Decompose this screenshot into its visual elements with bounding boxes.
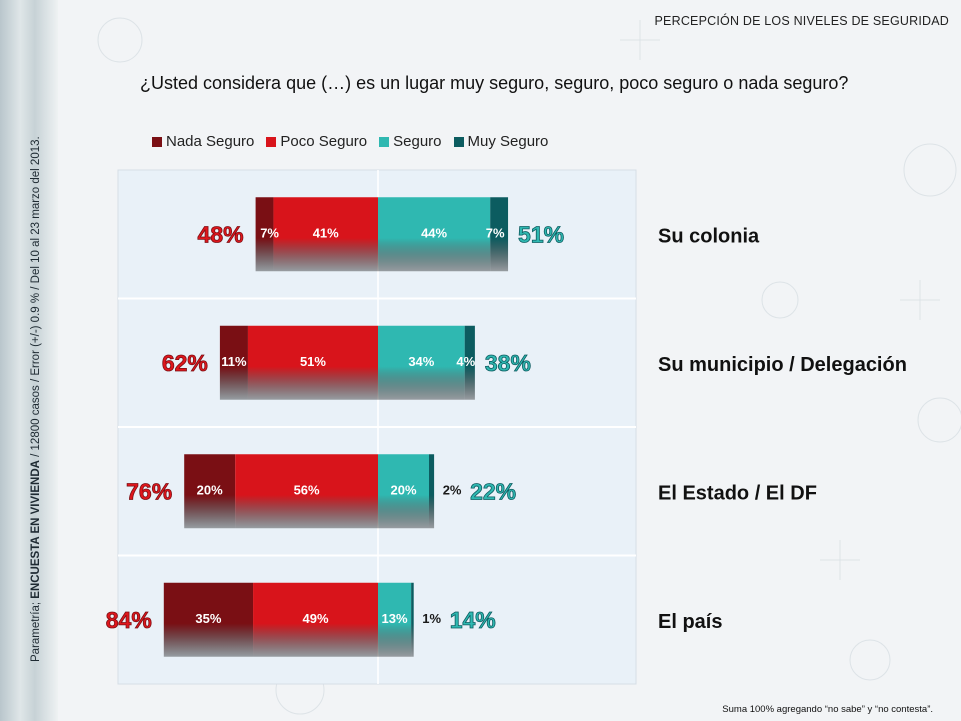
legend-item: Poco Seguro (266, 133, 367, 150)
bar-seguro (378, 582, 412, 657)
category-label: El Estado / El DF (658, 482, 817, 504)
data-label-nada-seguro: 7% (260, 226, 279, 241)
bar-poco-seguro (253, 582, 378, 657)
legend-swatch (152, 136, 162, 147)
bar-muy-seguro (411, 582, 414, 657)
bar-poco-seguro (235, 454, 378, 529)
data-label-nada-seguro: 35% (195, 611, 221, 626)
data-label-muy-seguro: 4% (456, 354, 475, 369)
data-label-seguro: 44% (421, 226, 447, 241)
bar-muy-seguro (490, 197, 509, 272)
positive-total: 22% (470, 478, 516, 504)
bar-nada-seguro (184, 454, 236, 529)
data-label-nada-seguro: 11% (221, 354, 247, 369)
chart-legend: Nada Seguro Poco Seguro Seguro Muy Seguro (152, 133, 548, 150)
category-label: El país (658, 611, 722, 633)
negative-total: 76% (126, 478, 172, 504)
left-decorative-strip (0, 0, 58, 721)
bar-nada-seguro (219, 325, 248, 400)
data-label-muy-seguro: 7% (486, 226, 505, 241)
footer-note: Suma 100% agregando “no sabe” y “no cont… (722, 704, 933, 715)
legend-label: Seguro (393, 133, 442, 150)
positive-total: 14% (450, 607, 496, 633)
data-label-seguro: 34% (408, 354, 434, 369)
data-label-poco-seguro: 56% (294, 483, 320, 498)
category-label: Su municipio / Delegación (658, 354, 907, 376)
positive-total: 38% (485, 350, 531, 376)
bar-seguro (378, 197, 491, 272)
legend-swatch (379, 136, 390, 147)
bar-seguro (378, 325, 465, 400)
legend-item: Nada Seguro (152, 133, 254, 150)
negative-total: 48% (198, 221, 244, 247)
bar-nada-seguro (163, 582, 254, 657)
category-label: Su colonia (658, 225, 760, 247)
bar-nada-seguro (255, 197, 274, 272)
data-label-seguro: 20% (390, 483, 416, 498)
data-label-muy-seguro: 2% (443, 483, 462, 498)
bar-poco-seguro (273, 197, 378, 272)
survey-question: ¿Usted considera que (…) es un lugar muy… (140, 73, 849, 93)
legend-item: Muy Seguro (453, 133, 549, 150)
bar-muy-seguro (429, 454, 435, 529)
bar-seguro (378, 454, 429, 529)
data-label-poco-seguro: 51% (300, 354, 326, 369)
negative-total: 62% (162, 350, 208, 376)
data-label-poco-seguro: 41% (313, 226, 339, 241)
legend-label: Poco Seguro (280, 133, 368, 150)
legend-item: Seguro (379, 133, 442, 150)
legend-swatch (453, 136, 464, 147)
negative-total: 84% (106, 607, 152, 633)
header-title: PERCEPCIÓN DE LOS NIVELES DE SEGURIDAD (654, 14, 949, 28)
data-label-nada-seguro: 20% (197, 483, 223, 498)
bar-muy-seguro (464, 325, 475, 400)
data-label-poco-seguro: 49% (303, 611, 329, 626)
data-label-seguro: 13% (382, 611, 408, 626)
positive-total: 51% (518, 221, 564, 247)
legend-swatch (266, 136, 277, 147)
bar-poco-seguro (247, 325, 378, 400)
legend-label: Nada Seguro (166, 133, 255, 150)
data-label-muy-seguro: 1% (422, 611, 441, 626)
legend-label: Muy Seguro (467, 133, 549, 150)
